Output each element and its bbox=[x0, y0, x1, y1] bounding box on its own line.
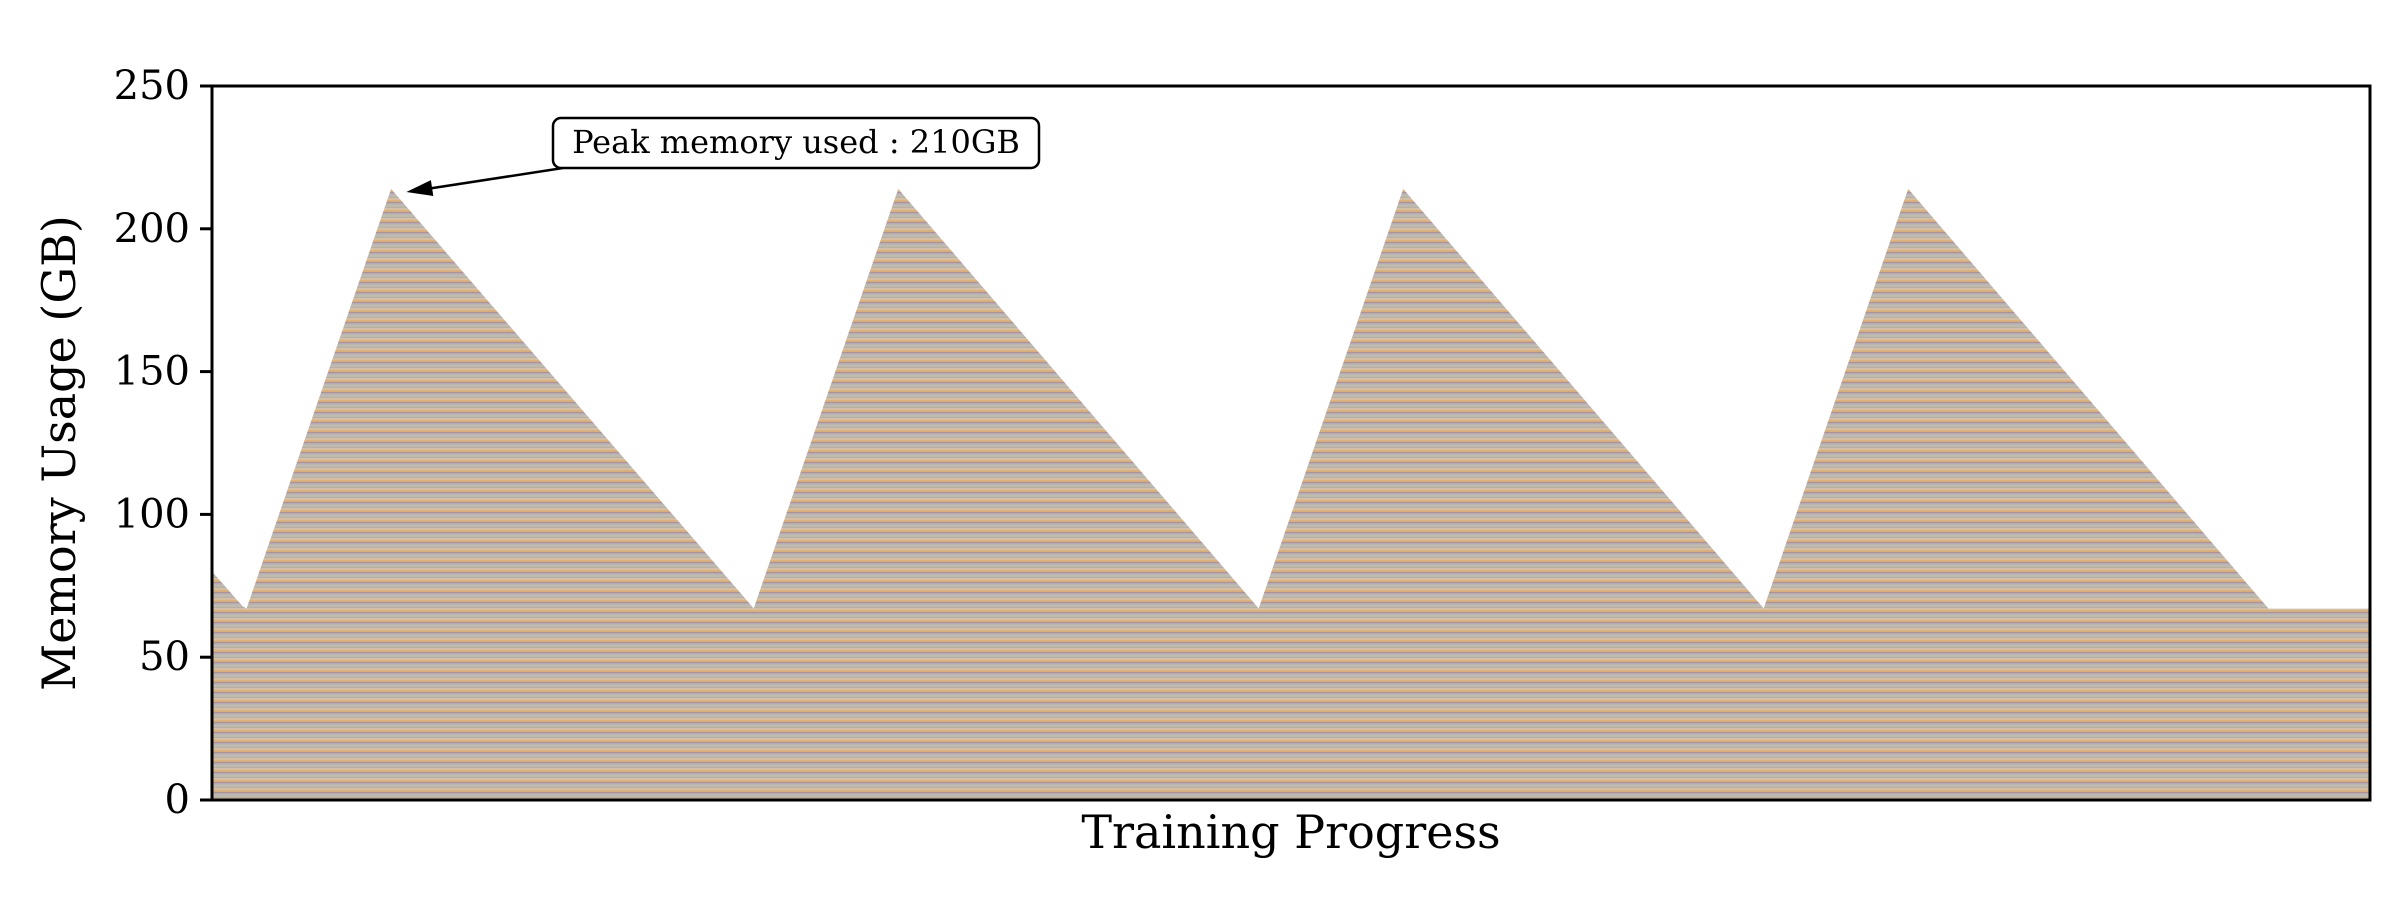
y-tick-label: 200 bbox=[114, 206, 190, 252]
annotation-arrow-head bbox=[406, 180, 434, 196]
annotation-arrow-line bbox=[422, 166, 564, 191]
x-axis-label: Training Progress bbox=[1081, 805, 1500, 859]
y-tick-label: 150 bbox=[114, 349, 190, 395]
y-tick-label: 100 bbox=[114, 491, 190, 537]
y-axis-label: Memory Usage (GB) bbox=[32, 215, 86, 691]
annotation-layer: Peak memory used : 210GB bbox=[406, 116, 1041, 196]
area-layer bbox=[212, 188, 2370, 800]
annotation-box bbox=[551, 116, 1041, 170]
y-tick-label: 250 bbox=[114, 63, 190, 109]
plot-frame bbox=[210, 84, 2372, 802]
memory-area bbox=[212, 188, 2370, 800]
y-tick-label: 0 bbox=[165, 777, 190, 823]
annotation-text: Peak memory used : 210GB bbox=[572, 123, 1020, 161]
y-tick-label: 50 bbox=[139, 634, 190, 680]
y-axis: 0 50 100 150 200 250 bbox=[114, 63, 212, 823]
